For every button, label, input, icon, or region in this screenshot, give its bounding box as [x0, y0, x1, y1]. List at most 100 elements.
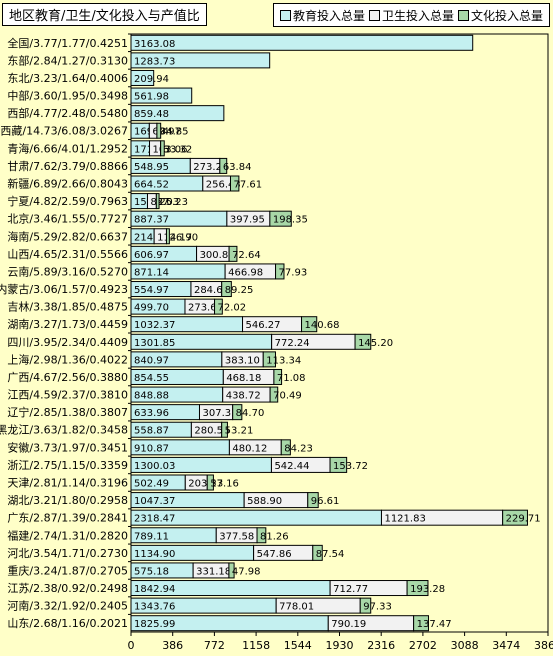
data-label: 606.97	[134, 250, 169, 261]
bar-segment	[228, 245, 238, 262]
legend-label-education: 教育投入总量	[292, 8, 365, 23]
bar-segment	[329, 456, 348, 473]
legend-label-culture: 文化投入总量	[470, 8, 543, 23]
category-label: 江苏/2.38/0.92/0.2498	[7, 582, 128, 595]
data-label: 1283.73	[134, 56, 175, 67]
data-label: 468.18	[226, 373, 261, 384]
data-label: 273.62	[188, 303, 223, 314]
data-label: 502.49	[134, 479, 169, 490]
bar-segment	[406, 580, 429, 597]
data-label: 203.23	[188, 479, 223, 490]
category-label: 四川/3.95/2.34/0.4409	[7, 336, 128, 349]
x-tick-label: 3474	[492, 639, 520, 652]
data-label: 229.71	[506, 514, 541, 525]
data-label: 789.11	[134, 531, 169, 542]
data-label: 33.32	[164, 144, 193, 155]
x-tick-label: 1544	[284, 639, 312, 652]
data-label: 34.85	[160, 127, 189, 138]
bar-segment	[160, 140, 165, 157]
bar-segment	[273, 368, 283, 385]
data-label: 480.12	[232, 443, 267, 454]
category-label: 青海/6.66/4.01/1.2952	[7, 141, 128, 155]
category-label: 黑龙江/3.63/1.82/0.3458	[0, 424, 128, 437]
data-label: 397.95	[230, 215, 265, 226]
data-label: 273.25	[193, 162, 228, 173]
data-label: 25.23	[159, 197, 188, 208]
category-label: 浙江/2.75/1.15/0.3359	[7, 459, 128, 472]
x-tick-label: 3860	[534, 639, 553, 652]
category-label: 山东/2.68/1.16/0.2021	[7, 617, 128, 630]
category-label: 重庆/3.24/1.87/0.2705	[7, 563, 128, 577]
bar-segment	[307, 492, 319, 509]
bar-segment	[228, 562, 235, 579]
category-label: 辽宁/2.85/1.38/0.3807	[7, 405, 128, 419]
data-label: 214.24	[134, 232, 169, 243]
x-tick-label: 772	[204, 639, 225, 652]
data-label: 2318.47	[134, 514, 175, 525]
category-label: 安徽/3.73/1.97/0.3451	[7, 440, 128, 454]
category-label: 山西/4.65/2.31/0.5566	[7, 248, 128, 261]
data-label: 3163.08	[134, 39, 175, 50]
bar-segment	[206, 474, 214, 491]
category-label: 云南/5.89/3.16/0.5270	[7, 265, 128, 278]
data-label: 848.88	[134, 391, 169, 402]
category-label: 湖南/3.27/1.73/0.4459	[7, 318, 128, 331]
bar-segment	[262, 351, 276, 368]
data-label: 712.77	[333, 584, 368, 595]
bar-segment	[130, 105, 225, 122]
category-label: 吉林/3.38/1.85/0.4875	[7, 300, 128, 314]
data-label: 137.47	[417, 619, 452, 630]
data-label: 198.35	[273, 215, 308, 226]
category-label: 中部/3.60/1.95/0.3498	[7, 89, 128, 103]
bar-segment	[354, 333, 372, 350]
category-label: 河南/3.32/1.92/0.2405	[7, 600, 128, 613]
data-label: 331.18	[196, 566, 231, 577]
data-label: 499.70	[134, 303, 169, 314]
legend: 教育投入总量 卫生投入总量 文化投入总量	[272, 3, 550, 27]
data-label: 383.10	[225, 355, 260, 366]
bar-segment	[269, 210, 292, 227]
data-label: 558.87	[134, 426, 169, 437]
data-label: 1300.03	[134, 461, 175, 472]
data-label: 588.90	[247, 496, 282, 507]
bar-segment	[275, 263, 285, 280]
category-label: 广东/2.87/1.39/0.2841	[7, 512, 128, 525]
data-label: 1301.85	[134, 338, 175, 349]
data-label: 300.86	[200, 250, 235, 261]
data-label: 859.48	[134, 109, 169, 120]
legend-item-culture: 文化投入总量	[457, 7, 543, 24]
x-tick-label: 1930	[326, 639, 354, 652]
category-label: 新疆/6.89/2.66/0.8043	[7, 177, 128, 191]
data-label: 140.68	[305, 320, 340, 331]
data-label: 1047.37	[134, 496, 175, 507]
x-tick-label: 1158	[242, 639, 270, 652]
bar-segment	[359, 597, 372, 614]
bar-segment	[232, 404, 243, 421]
data-label: 871.14	[134, 267, 169, 278]
category-label: 全国/3.77/1.77/0.4251	[7, 36, 128, 50]
category-label: 甘肃/7.62/3.79/0.8866	[7, 160, 128, 173]
data-label: 887.37	[134, 215, 169, 226]
category-label: 上海/2.98/1.36/0.4022	[7, 352, 128, 366]
x-tick-label: 0	[128, 639, 135, 652]
data-label: 1825.99	[134, 619, 175, 630]
category-label: 东部/2.84/1.27/0.3130	[7, 53, 128, 67]
data-label: 82.03	[150, 197, 179, 208]
bar-segment	[214, 298, 223, 315]
bar-segment	[413, 615, 429, 632]
data-label: 72.02	[218, 303, 247, 314]
data-label: 97.33	[363, 602, 392, 613]
data-label: 1032.37	[134, 320, 175, 331]
data-label: 778.01	[279, 602, 314, 613]
data-label: 193.28	[410, 584, 445, 595]
bar-segment	[256, 527, 267, 544]
data-label: 63.84	[223, 162, 252, 173]
data-label: 87.54	[316, 549, 345, 560]
category-label: 内蒙古/3.06/1.57/0.4923	[0, 282, 128, 296]
bar-segment	[502, 509, 528, 526]
data-label: 209.94	[134, 74, 169, 85]
data-label: 1121.83	[384, 514, 425, 525]
data-label: 546.27	[246, 320, 281, 331]
bar-segment	[269, 386, 279, 403]
category-label: 天津/2.81/1.14/0.3196	[7, 477, 128, 490]
